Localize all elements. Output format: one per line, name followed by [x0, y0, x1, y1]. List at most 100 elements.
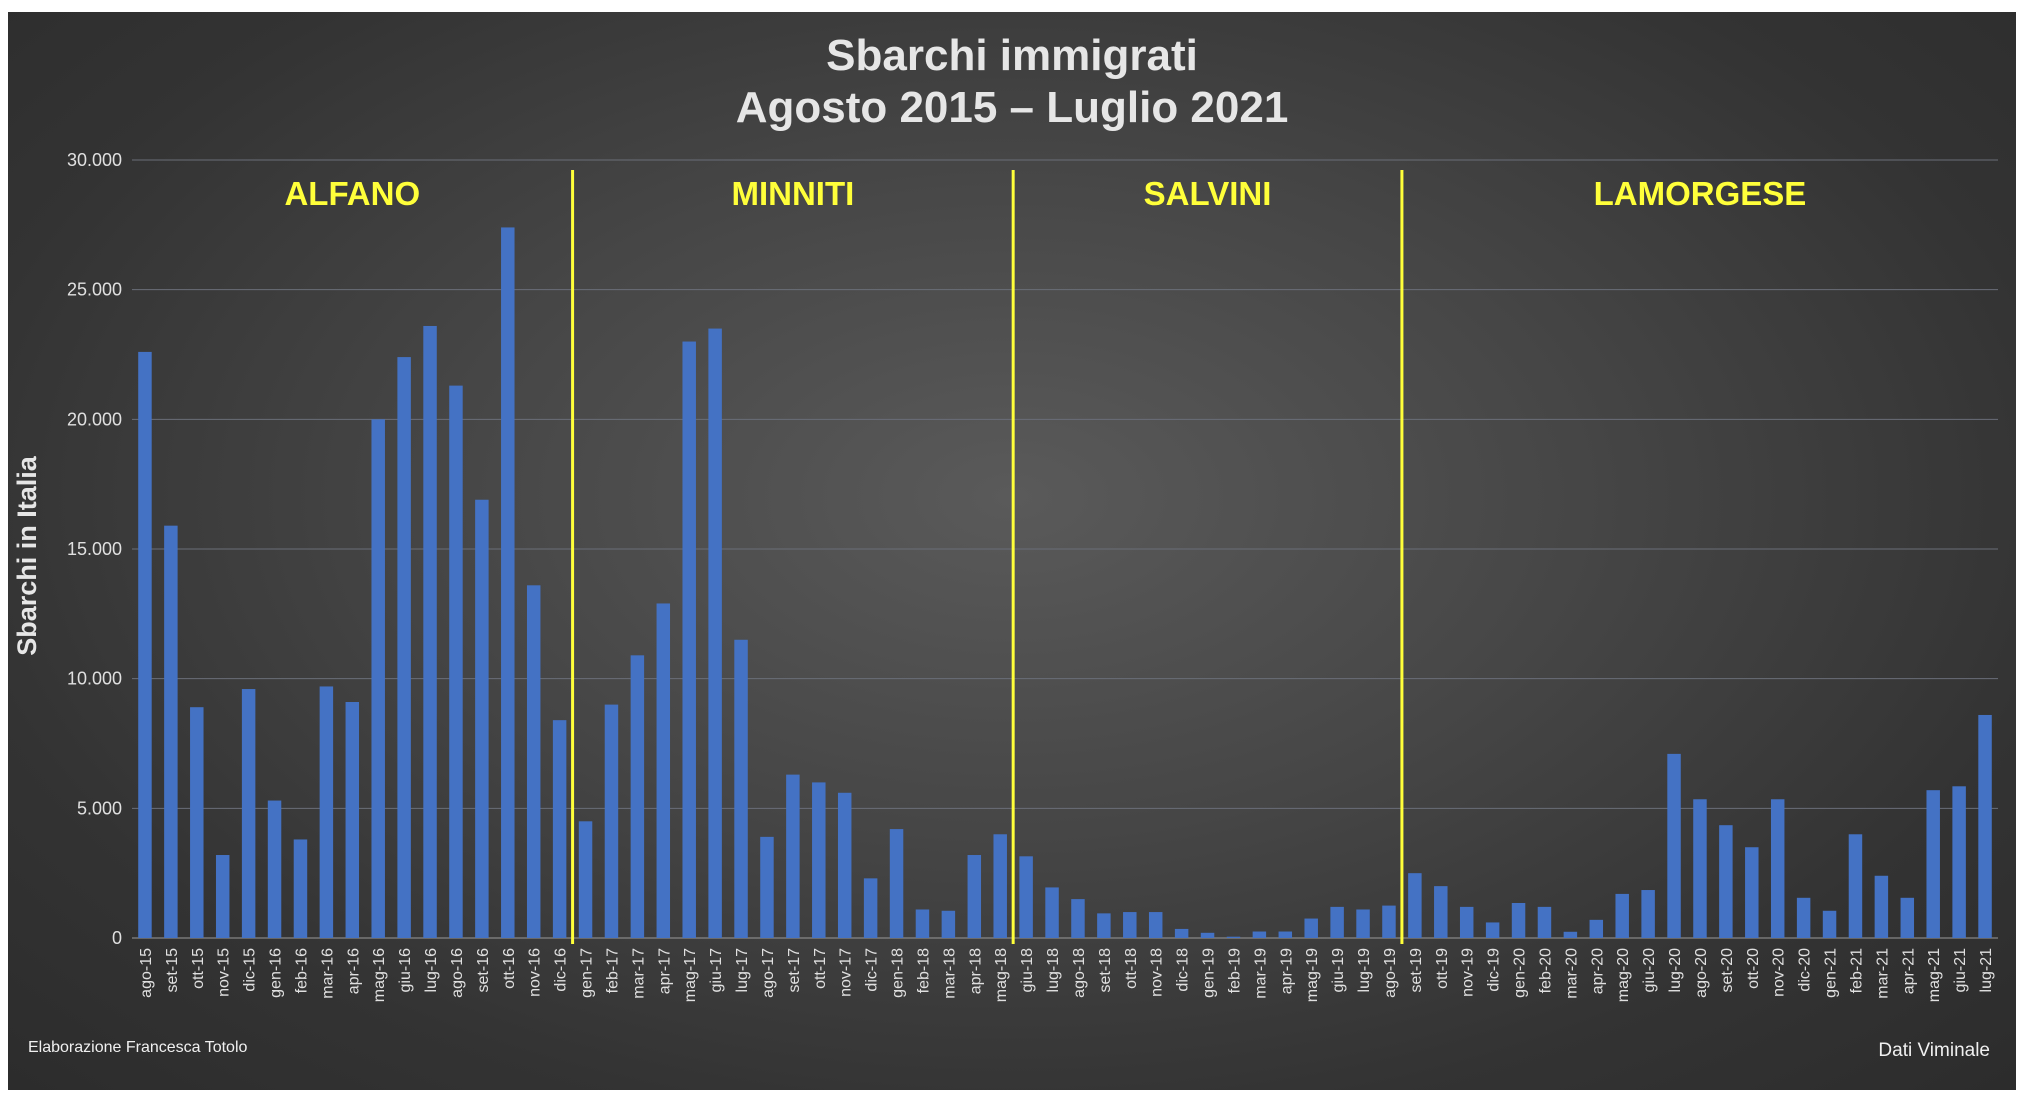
bar	[1926, 790, 1940, 938]
footnote-left: Elaborazione Francesca Totolo	[28, 1039, 247, 1056]
x-tick-label: giu-17	[708, 948, 725, 993]
bar	[967, 855, 982, 938]
x-tick-label: mag-18	[993, 948, 1010, 1002]
bar	[1019, 856, 1033, 938]
bar	[1356, 909, 1370, 938]
bar	[1408, 873, 1422, 938]
bar	[1434, 886, 1448, 938]
bar	[267, 800, 282, 938]
bar	[475, 499, 489, 938]
y-axis-label: Sbarchi in Italia	[12, 455, 42, 656]
bar	[786, 774, 800, 938]
x-tick-label: feb-16	[293, 948, 310, 993]
x-tick-label: feb-19	[1226, 948, 1243, 993]
bar	[190, 707, 204, 938]
bar	[1174, 928, 1189, 938]
x-tick-label: ago-18	[1071, 948, 1088, 998]
bar	[1745, 847, 1759, 938]
x-tick-label: lug-18	[1045, 948, 1062, 993]
x-tick-label: giu-20	[1641, 948, 1658, 993]
x-tick-label: giu-19	[1330, 948, 1347, 993]
x-tick-labels: ago-15 set-15 ott-15 nov-15 dic-15 gen-16 feb-…	[138, 948, 1995, 1002]
bar	[501, 227, 515, 939]
bar	[1537, 906, 1552, 938]
x-tick-label: lug-17	[734, 948, 751, 993]
x-tick-label: lug-16	[423, 948, 440, 993]
bar	[449, 385, 463, 938]
bar	[138, 351, 152, 938]
bar	[1641, 890, 1655, 938]
bar	[1615, 893, 1629, 938]
x-tick-label: apr-16	[345, 948, 362, 994]
bar	[1667, 753, 1681, 938]
bar	[656, 603, 671, 938]
x-tick-label: nov-15	[216, 948, 233, 997]
bar	[1200, 932, 1215, 938]
x-tick-label: mag-20	[1615, 948, 1632, 1002]
x-tick-label: gen-16	[268, 948, 285, 998]
x-tick-label: apr-19	[1278, 948, 1295, 994]
x-tick-label: ago-16	[449, 948, 466, 998]
bar	[578, 821, 593, 938]
bar	[734, 639, 748, 938]
bar	[1719, 825, 1733, 938]
bar	[1278, 931, 1293, 938]
chart-panel: Sbarchi immigrati Agosto 2015 – Luglio 2…	[8, 12, 2016, 1090]
bar	[1874, 875, 1889, 938]
x-tick-label: mar-20	[1563, 948, 1580, 999]
bar	[1563, 931, 1578, 938]
bar	[915, 909, 930, 938]
chart-title-line1: Sbarchi immigrati	[826, 31, 1198, 80]
x-tick-label: nov-16	[527, 948, 544, 997]
y-tick-label: 10.000	[67, 669, 122, 689]
era-labels: ALFANO MINNITI SALVINI LAMORGESE	[284, 175, 1806, 212]
y-tick-label: 0	[112, 928, 122, 948]
bars	[138, 227, 1992, 939]
bar	[1382, 905, 1396, 938]
x-tick-label: giu-16	[397, 948, 414, 993]
era-label: SALVINI	[1144, 175, 1272, 212]
x-tick-label: feb-20	[1537, 948, 1554, 993]
x-tick-label: ott-18	[1123, 948, 1140, 989]
x-tick-label: ago-19	[1382, 948, 1399, 998]
gridlines	[132, 159, 1998, 939]
y-tick-label: 20.000	[67, 409, 122, 429]
bar	[241, 689, 256, 938]
x-tick-label: lug-20	[1667, 948, 1684, 993]
footnote-right: Dati Viminale	[1878, 1040, 1990, 1061]
bar	[319, 686, 334, 938]
bar	[371, 419, 385, 938]
era-label: ALFANO	[284, 175, 420, 212]
bar	[604, 704, 619, 938]
bar	[682, 341, 696, 938]
x-tick-label: feb-21	[1848, 948, 1865, 993]
x-tick-label: dic-15	[242, 948, 259, 992]
x-tick-label: feb-18	[915, 948, 932, 993]
bar	[630, 655, 645, 938]
bar	[423, 325, 437, 938]
x-tick-label: ago-20	[1693, 948, 1710, 998]
bar	[1589, 919, 1604, 938]
y-tick-labels: 0 5.000 10.000 15.000 20.000 25.000 30.000	[67, 150, 122, 948]
x-tick-label: lug-19	[1356, 948, 1373, 993]
bar	[941, 910, 956, 938]
x-tick-label: nov-18	[1149, 948, 1166, 997]
bar	[812, 782, 826, 938]
x-tick-label: ago-15	[138, 948, 155, 998]
x-tick-label: set-15	[164, 948, 181, 993]
x-tick-label: gen-20	[1512, 948, 1529, 998]
x-tick-label: gen-19	[1201, 948, 1218, 998]
x-tick-label: mar-19	[1252, 948, 1269, 999]
x-tick-label: mag-19	[1304, 948, 1321, 1002]
x-tick-label: mar-16	[319, 948, 336, 999]
y-tick-label: 30.000	[67, 150, 122, 170]
x-tick-label: dic-20	[1797, 948, 1814, 992]
x-tick-label: giu-21	[1952, 948, 1969, 993]
x-tick-label: giu-18	[1019, 948, 1036, 993]
era-label: MINNITI	[731, 175, 854, 212]
bar	[1071, 899, 1085, 938]
x-tick-label: set-19	[1408, 948, 1425, 993]
x-tick-label: nov-20	[1771, 948, 1788, 997]
chart-svg: Sbarchi immigrati Agosto 2015 – Luglio 2…	[12, 31, 1998, 1061]
bar	[1848, 834, 1863, 938]
